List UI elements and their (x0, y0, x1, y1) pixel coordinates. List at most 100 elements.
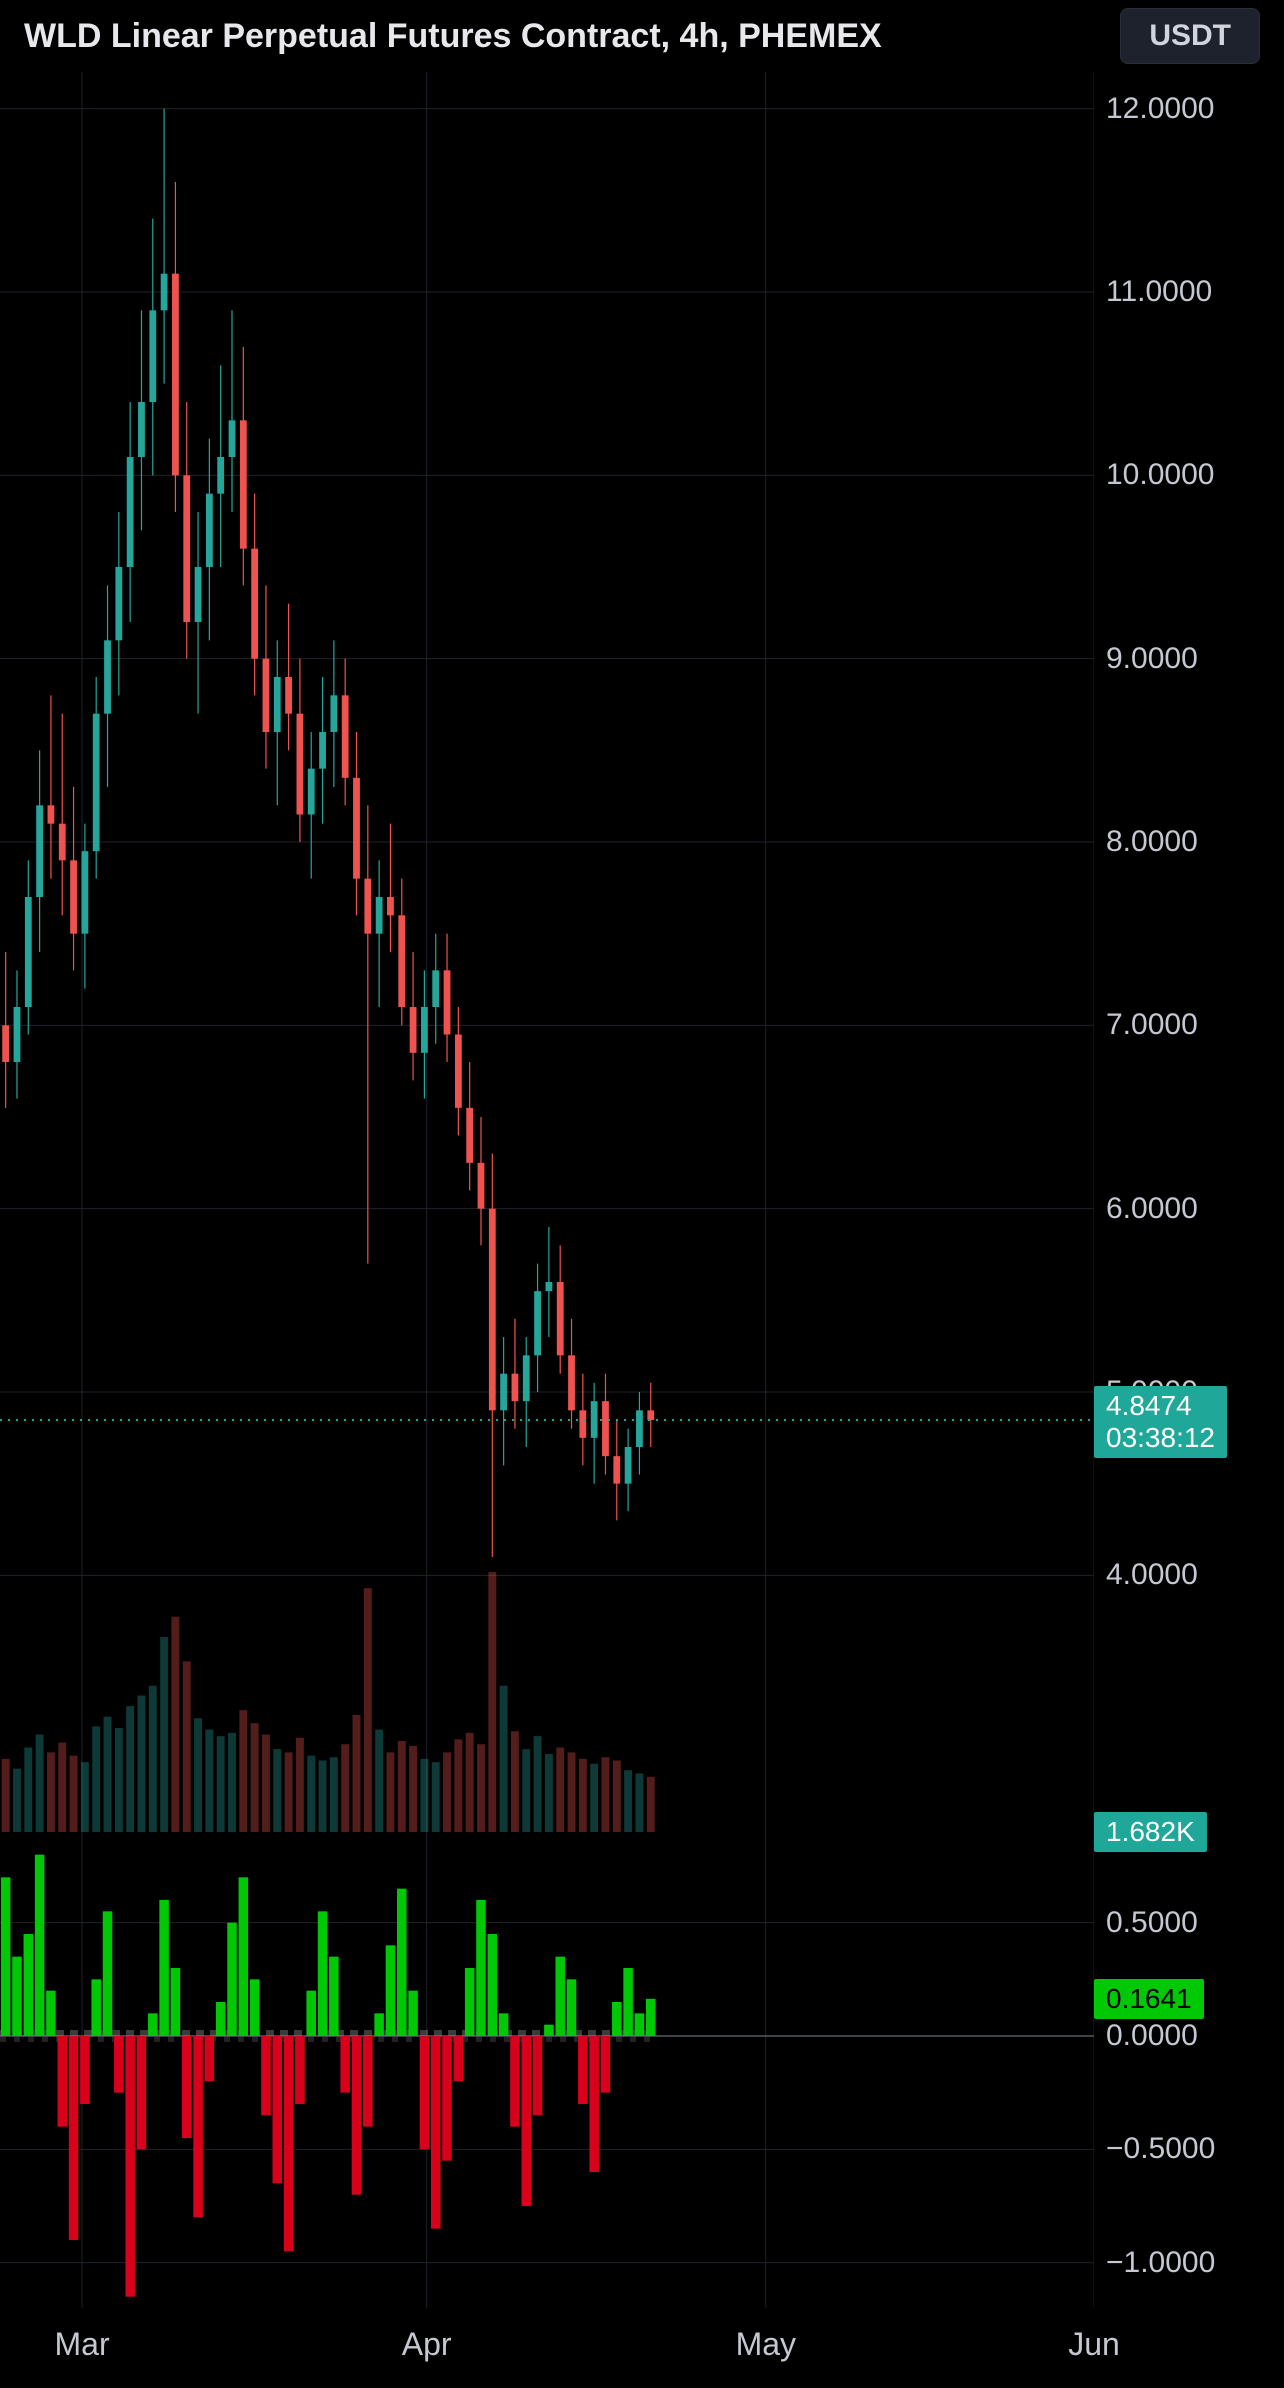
volume-bar (138, 1696, 146, 1833)
indicator-bar (306, 1991, 316, 2036)
indicator-bar (318, 1911, 328, 2036)
volume-bar (534, 1736, 542, 1832)
volume-bar (454, 1739, 462, 1832)
price-y-tick: 9.0000 (1106, 642, 1198, 676)
indicator-bar (635, 2013, 645, 2036)
current-price-tag: 4.847403:38:12 (1094, 1386, 1227, 1458)
candle-body (161, 274, 168, 311)
candle-body (115, 567, 122, 640)
indicator-bar (397, 1889, 407, 2036)
volume-bar (58, 1743, 66, 1832)
candle-body (568, 1355, 575, 1410)
x-tick: Jun (1068, 2326, 1120, 2363)
candle-body (70, 860, 77, 933)
volume-bar (183, 1661, 191, 1832)
chart-area: 12.000011.000010.00009.00008.00007.00006… (0, 72, 1284, 2388)
candle-body (206, 494, 213, 567)
candle-body (534, 1291, 541, 1355)
volume-bar (375, 1730, 383, 1832)
indicator-bar (1, 1877, 11, 2036)
volume-bar (602, 1757, 610, 1832)
volume-bar (364, 1588, 372, 1832)
volume-bar (307, 1756, 315, 1832)
candle-body (183, 475, 190, 622)
indicator-bar (46, 1991, 56, 2036)
indicator-bar (363, 2036, 373, 2127)
indicator-bar (510, 2036, 520, 2127)
volume-bar (194, 1718, 202, 1832)
volume-bar (126, 1706, 134, 1832)
volume-bar (171, 1617, 179, 1832)
volume-bar (115, 1728, 123, 1832)
price-panel[interactable] (0, 72, 1094, 1832)
indicator-bar (250, 1979, 260, 2036)
volume-bar (398, 1741, 406, 1832)
countdown-timer: 03:38:12 (1106, 1422, 1215, 1454)
candle-body (217, 457, 224, 494)
indicator-bar (261, 2036, 271, 2115)
candle-body (59, 824, 66, 861)
volume-bar (556, 1748, 564, 1833)
indicator-bar (589, 2036, 599, 2172)
indicator-bar (159, 1900, 169, 2036)
candle-body (36, 805, 43, 897)
indicator-bar (273, 2036, 283, 2183)
indicator-bar (35, 1855, 45, 2036)
volume-bar (36, 1735, 44, 1833)
volume-bar (522, 1749, 530, 1832)
indicator-y-tick: 0.5000 (1106, 1906, 1198, 1940)
indicator-bar (148, 2013, 158, 2036)
volume-bar (353, 1715, 361, 1832)
indicator-bar (646, 1999, 656, 2036)
x-tick: May (736, 2326, 796, 2363)
volume-bar (70, 1756, 78, 1832)
volume-bar (330, 1757, 338, 1832)
candle-body (455, 1035, 462, 1108)
candle-body (376, 897, 383, 934)
indicator-panel[interactable] (0, 1832, 1094, 2308)
chart-header: WLD Linear Perpetual Futures Contract, 4… (0, 0, 1284, 72)
candle-body (319, 732, 326, 769)
indicator-bar (612, 2002, 622, 2036)
candle-body (330, 695, 337, 732)
volume-bar (239, 1710, 247, 1832)
volume-bar (579, 1759, 587, 1832)
indicator-bar (408, 1991, 418, 2036)
price-y-tick: 6.0000 (1106, 1192, 1198, 1226)
indicator-bar (555, 1957, 565, 2036)
candle-body (613, 1456, 620, 1484)
indicator-bar (329, 1957, 339, 2036)
candle-body (263, 659, 270, 732)
volume-bar (24, 1748, 32, 1833)
indicator-bar (284, 2036, 294, 2251)
indicator-bar (171, 1968, 181, 2036)
indicator-bar (431, 2036, 441, 2229)
candle-body (48, 805, 55, 823)
volume-bar (217, 1736, 225, 1832)
candle-body (149, 310, 156, 402)
candle-body (81, 851, 88, 934)
volume-bar (477, 1744, 485, 1832)
indicator-bar (488, 1934, 498, 2036)
chart-title[interactable]: WLD Linear Perpetual Futures Contract, 4… (24, 17, 1104, 56)
volume-bar (432, 1762, 440, 1832)
price-y-tick: 7.0000 (1106, 1008, 1198, 1042)
quote-currency-badge[interactable]: USDT (1120, 8, 1260, 64)
price-y-tick: 8.0000 (1106, 825, 1198, 859)
volume-bar (319, 1761, 327, 1833)
y-axis[interactable]: 12.000011.000010.00009.00008.00007.00006… (1094, 72, 1284, 2388)
candle-body (138, 402, 145, 457)
candle-body (512, 1374, 519, 1402)
indicator-bar (216, 2002, 226, 2036)
indicator-bar (601, 2036, 611, 2093)
volume-bar (443, 1752, 451, 1832)
candle-body (636, 1410, 643, 1447)
indicator-y-tick: 0.0000 (1106, 2019, 1198, 2053)
volume-bar (409, 1746, 417, 1832)
volume-bar (647, 1777, 655, 1832)
candle-body (274, 677, 281, 732)
x-axis[interactable]: MarAprMayJun (0, 2308, 1094, 2388)
candle-body (251, 549, 258, 659)
candle-body (14, 1007, 21, 1062)
price-y-tick: 10.0000 (1106, 458, 1214, 492)
